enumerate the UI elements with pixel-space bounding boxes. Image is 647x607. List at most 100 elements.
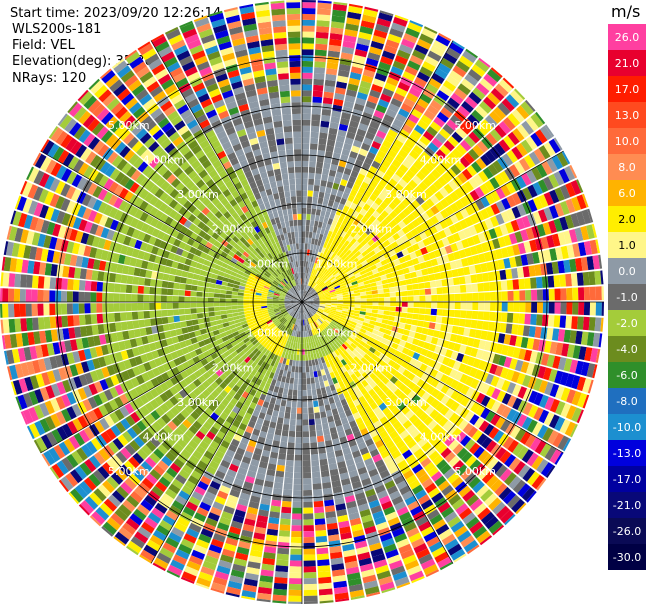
ppi-gate bbox=[356, 278, 364, 284]
ppi-gate bbox=[372, 219, 381, 227]
ppi-gate bbox=[444, 194, 455, 205]
ppi-gate bbox=[396, 49, 411, 60]
ppi-gate bbox=[538, 145, 551, 160]
ppi-gate bbox=[315, 312, 321, 317]
ppi-gate bbox=[548, 288, 555, 301]
ppi-gate bbox=[380, 259, 388, 266]
ppi-gate bbox=[327, 284, 334, 289]
ppi-gate bbox=[313, 84, 324, 92]
ppi-gate bbox=[410, 228, 419, 237]
ppi-gate bbox=[131, 311, 139, 320]
ppi-gate bbox=[137, 303, 144, 311]
ppi-gate bbox=[382, 263, 390, 270]
ppi-gate bbox=[397, 366, 406, 374]
ppi-gate bbox=[552, 355, 561, 369]
ppi-gate bbox=[317, 2, 332, 10]
ppi-gate bbox=[304, 337, 307, 344]
ppi-gate bbox=[416, 140, 427, 151]
ppi-gate bbox=[358, 123, 369, 132]
ppi-gate bbox=[323, 91, 334, 99]
ppi-gate bbox=[555, 401, 566, 416]
ppi-gate bbox=[365, 131, 376, 141]
ppi-gate bbox=[328, 332, 334, 339]
ppi-gate bbox=[399, 444, 410, 455]
ppi-gate bbox=[302, 2, 316, 9]
ppi-gate bbox=[486, 457, 499, 470]
ppi-gate bbox=[331, 239, 337, 246]
ppi-gate bbox=[468, 131, 481, 144]
ppi-gate bbox=[278, 411, 285, 419]
ppi-gate bbox=[453, 277, 460, 286]
ppi-gate bbox=[398, 178, 408, 188]
ppi-gate bbox=[379, 235, 388, 243]
ppi-gate bbox=[333, 254, 339, 261]
ppi-gate bbox=[325, 236, 331, 243]
ppi-gate bbox=[424, 430, 435, 441]
ppi-gate bbox=[302, 290, 304, 297]
ppi-gate bbox=[302, 43, 314, 50]
ppi-gate bbox=[388, 347, 397, 355]
ppi-gate bbox=[472, 87, 486, 100]
ppi-gate bbox=[307, 389, 312, 396]
ppi-gate bbox=[196, 307, 203, 314]
ppi-gate bbox=[398, 392, 407, 402]
ppi-gate bbox=[378, 302, 385, 306]
ppi-gate bbox=[586, 256, 595, 271]
ppi-gate bbox=[514, 231, 524, 243]
ppi-gate bbox=[368, 323, 375, 329]
ppi-gate bbox=[374, 72, 387, 82]
ppi-gate bbox=[377, 289, 384, 294]
ppi-gate bbox=[215, 279, 223, 285]
ppi-gate bbox=[402, 554, 417, 565]
ppi-gate bbox=[326, 354, 332, 361]
ppi-gate bbox=[306, 305, 312, 310]
ppi-gate bbox=[438, 32, 452, 42]
ppi-gate bbox=[513, 302, 520, 312]
ppi-gate bbox=[562, 438, 572, 452]
ppi-gate bbox=[324, 85, 335, 93]
ppi-gate bbox=[321, 314, 327, 320]
ppi-gate bbox=[337, 302, 344, 304]
ppi-gate bbox=[365, 376, 373, 384]
ppi-gate bbox=[514, 359, 524, 372]
ppi-gate bbox=[312, 477, 322, 484]
ppi-gate bbox=[363, 263, 370, 270]
ppi-gate bbox=[324, 320, 330, 326]
ppi-gate bbox=[325, 297, 332, 300]
ppi-gate bbox=[303, 307, 307, 314]
ppi-gate bbox=[321, 286, 328, 291]
ppi-gate bbox=[478, 420, 490, 433]
ppi-gate bbox=[535, 129, 548, 144]
ppi-gate bbox=[483, 251, 492, 262]
ppi-gate bbox=[507, 113, 521, 127]
ppi-gate bbox=[472, 292, 479, 301]
ppi-gate bbox=[316, 264, 321, 271]
ppi-gate bbox=[312, 347, 316, 354]
ppi-gate bbox=[344, 363, 351, 371]
ppi-gate bbox=[273, 404, 280, 412]
ppi-gate bbox=[391, 354, 399, 363]
ppi-gate bbox=[305, 231, 309, 238]
ppi-gate bbox=[507, 131, 520, 146]
ppi-gate bbox=[395, 332, 403, 340]
ppi-gate bbox=[334, 382, 341, 390]
ppi-gate bbox=[322, 312, 329, 317]
ppi-gate bbox=[361, 325, 368, 331]
ppi-gate bbox=[372, 553, 386, 563]
ppi-gate bbox=[400, 188, 410, 198]
ppi-gate bbox=[309, 249, 313, 256]
ppi-gate bbox=[401, 334, 409, 342]
ppi-gate bbox=[443, 102, 457, 114]
ppi-gate bbox=[305, 306, 309, 312]
ppi-gate bbox=[313, 298, 320, 301]
ppi-gate bbox=[306, 273, 310, 280]
ppi-gate bbox=[385, 459, 397, 470]
ppi-gate bbox=[315, 233, 320, 240]
ppi-gate bbox=[390, 302, 397, 307]
ppi-gate bbox=[317, 318, 323, 324]
ppi-gate bbox=[507, 290, 514, 301]
ppi-gate bbox=[494, 365, 504, 377]
ppi-gate bbox=[350, 223, 357, 231]
ppi-gate bbox=[306, 285, 310, 292]
ppi-gate bbox=[19, 303, 26, 317]
